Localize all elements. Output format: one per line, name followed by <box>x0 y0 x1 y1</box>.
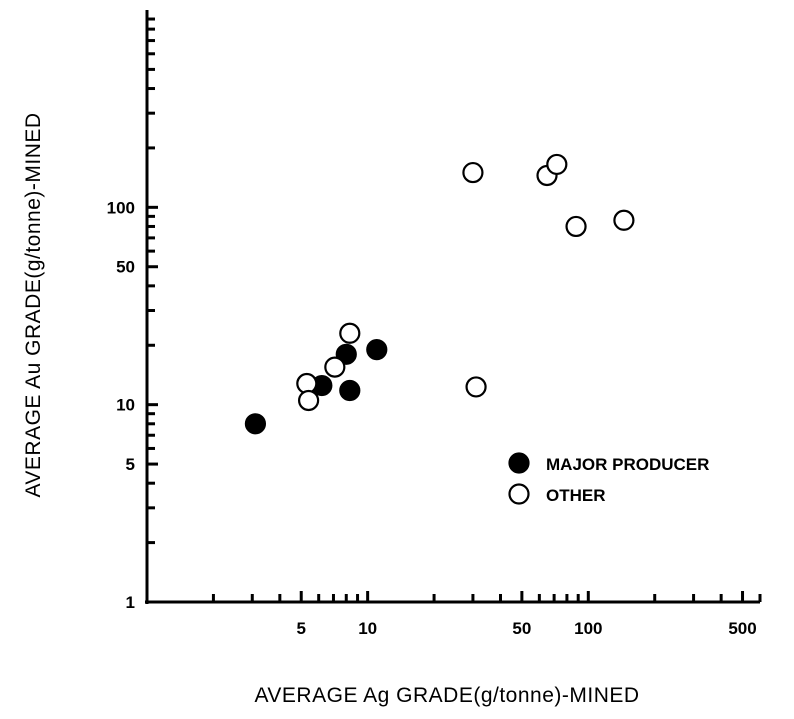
legend-label: MAJOR PRODUCER <box>546 455 709 474</box>
ticks <box>147 17 762 604</box>
x-tick-label: 100 <box>574 619 602 638</box>
legend-label: OTHER <box>546 486 606 505</box>
y-tick-label: 50 <box>116 258 135 277</box>
x-axis-title: AVERAGE Ag GRADE(g/tonne)-MINED <box>254 684 639 707</box>
legend-marker-major-producer <box>508 452 530 474</box>
other-point <box>546 153 568 176</box>
other-point <box>465 376 487 398</box>
x-tick-label: 5 <box>296 619 305 638</box>
data-points <box>244 153 635 435</box>
other-point <box>339 322 361 344</box>
y-tick-label: 10 <box>116 396 135 415</box>
x-tick-label: 50 <box>512 619 531 638</box>
y-tick-label: 5 <box>126 455 135 474</box>
tick-labels: 1 5 10 50 100 5 10 50 100 500 <box>107 198 757 638</box>
legend-marker-other <box>508 483 530 505</box>
other-point <box>613 209 635 231</box>
x-tick-label: 500 <box>728 619 756 638</box>
axes <box>145 10 760 604</box>
y-tick-label: 1 <box>126 593 135 612</box>
other-point <box>462 161 484 184</box>
y-tick-label: 100 <box>107 198 135 217</box>
other-point <box>565 215 587 238</box>
y-axis-title: AVERAGE Au GRADE(g/tonne)-MINED <box>22 112 45 497</box>
major-producer-point <box>244 413 267 435</box>
x-tick-label: 10 <box>358 619 377 638</box>
major-producer-point <box>339 379 361 402</box>
legend: MAJOR PRODUCER OTHER <box>508 452 709 505</box>
other-point <box>298 389 320 412</box>
major-producer-point <box>366 339 388 361</box>
other-point <box>324 356 346 378</box>
